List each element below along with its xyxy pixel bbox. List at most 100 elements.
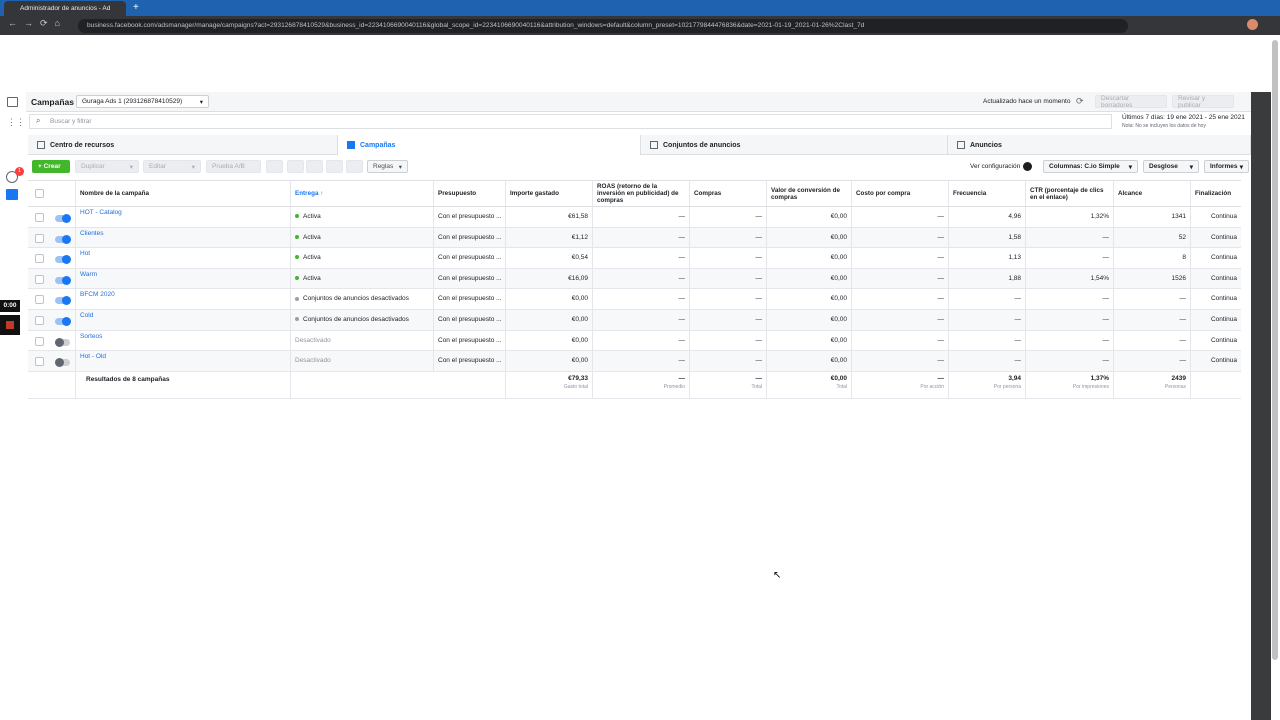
status-dot — [295, 214, 299, 219]
column-header[interactable]: Importe gastado — [505, 180, 592, 207]
icon-button[interactable] — [266, 160, 283, 173]
table-cell[interactable]: HOT - Catalog — [75, 207, 290, 228]
select-all-checkbox[interactable] — [35, 189, 44, 198]
date-range[interactable]: Últimos 7 días: 19 ene 2021 - 25 ene 202… — [1122, 114, 1245, 121]
row-checkbox[interactable] — [35, 254, 44, 264]
account-select[interactable]: Guraga Ads 1 (293126878410529) ▾ — [76, 95, 209, 108]
column-header[interactable]: Compras — [689, 180, 766, 207]
column-header[interactable]: Valor de conversión de compras — [766, 180, 851, 207]
side-panel — [1251, 92, 1271, 720]
view-settings-toggle[interactable] — [1023, 162, 1032, 171]
breakdown-button[interactable]: Desglose ▾ — [1143, 160, 1199, 173]
address-bar[interactable]: business.facebook.com/adsmanager/manage/… — [78, 19, 1128, 33]
row-checkbox[interactable] — [35, 357, 44, 367]
row-checkbox[interactable] — [35, 295, 44, 305]
table-cell: — — [592, 248, 689, 269]
tab-icon — [347, 141, 355, 149]
create-button[interactable]: + Crear — [32, 160, 70, 173]
table-cell[interactable]: BFCM 2020 — [75, 289, 290, 310]
campaign-toggle[interactable] — [55, 275, 71, 285]
table-cell: €0,00 — [766, 330, 851, 352]
publish-button[interactable]: Revisar y publicar — [1172, 95, 1234, 109]
table-cell: Con el presupuesto ... — [433, 330, 505, 352]
column-header[interactable]: Nombre de la campaña — [75, 180, 290, 207]
campaign-toggle[interactable] — [55, 296, 71, 306]
rules-button[interactable]: Reglas ▾ — [367, 160, 408, 173]
cell-text: €1,12 — [571, 233, 588, 241]
search-box[interactable]: Buscar y filtrar — [29, 114, 1112, 129]
table-cell[interactable]: Cold — [75, 310, 290, 331]
cell-text: — — [937, 233, 945, 241]
row-checkbox[interactable] — [35, 316, 44, 325]
level-tab[interactable]: Anuncios — [948, 135, 1251, 155]
cell-text: Continua — [1210, 233, 1237, 241]
level-tab[interactable]: Campañas — [338, 135, 641, 155]
level-tab[interactable]: Conjuntos de anuncios — [641, 135, 948, 155]
table-cell[interactable]: Clientes — [75, 227, 290, 249]
status-dot — [295, 234, 299, 239]
cell-text: — — [678, 254, 686, 262]
cell-text: Continua — [1210, 357, 1237, 365]
campaign-toggle[interactable] — [55, 337, 70, 347]
campaign-toggle[interactable] — [55, 255, 71, 265]
icon-button[interactable] — [326, 160, 343, 173]
refresh-button[interactable]: ⟳ — [1076, 96, 1084, 106]
total-note: Gasto total — [563, 383, 588, 390]
campaign-toggle[interactable] — [55, 234, 71, 244]
duplicate-button[interactable]: Duplicar ▾ — [75, 160, 139, 173]
table-cell: — — [851, 248, 948, 269]
column-header[interactable]: ROAS (retorno de la inversión en publici… — [592, 180, 689, 207]
reports-button[interactable]: Informes ▾ — [1204, 160, 1249, 173]
row-checkbox[interactable] — [35, 336, 44, 346]
column-header[interactable]: Alcance — [1113, 180, 1190, 207]
totals-cell[interactable]: Resultados de 8 campañas — [75, 371, 290, 399]
icon-button[interactable] — [287, 160, 304, 173]
discard-button[interactable]: Descartar borradores — [1095, 95, 1167, 109]
table-cell[interactable]: Hot — [75, 248, 290, 269]
status-dot — [295, 255, 299, 260]
table-cell: Continua — [1190, 310, 1241, 331]
total-note: Promedio — [663, 383, 685, 390]
level-tab[interactable]: Centro de recursos — [28, 135, 338, 155]
campaigns-icon[interactable] — [6, 189, 18, 200]
column-header[interactable]: Entrega ↑ — [290, 180, 433, 207]
row-checkbox[interactable] — [35, 233, 44, 243]
column-header[interactable]: CTR (porcentaje de clics en el enlace) — [1025, 180, 1113, 207]
column-header[interactable]: Costo por compra — [851, 180, 948, 207]
ab-test-button[interactable]: Prueba A/B — [206, 160, 261, 173]
cell-text: — — [678, 295, 686, 303]
profile-avatar[interactable] — [1247, 19, 1258, 30]
campaign-toggle[interactable] — [55, 358, 70, 368]
column-header[interactable]: Presupuesto — [433, 180, 505, 207]
edit-button[interactable]: Editar ▾ — [143, 160, 201, 173]
campaign-toggle[interactable] — [55, 214, 71, 223]
browser-tab[interactable]: Administrador de anuncios - Ad — [4, 1, 126, 16]
icon-button[interactable] — [346, 160, 363, 173]
tab-label: Conjuntos de anuncios — [663, 142, 741, 149]
nav-buttons[interactable]: ←→⟳⌂ — [8, 18, 67, 28]
columns-button[interactable]: Columnas: C.io Simple ▾ — [1043, 160, 1138, 173]
table-cell[interactable]: Warm — [75, 268, 290, 290]
column-header[interactable]: Frecuencia — [948, 180, 1025, 207]
row-checkbox[interactable] — [35, 274, 44, 284]
total-value: €0,00 — [830, 374, 847, 382]
table-cell: Continua — [1190, 268, 1241, 290]
table-row — [28, 310, 1241, 331]
column-header[interactable]: Finalización — [1190, 180, 1241, 207]
icon-button[interactable] — [306, 160, 323, 173]
new-tab[interactable]: + — [133, 2, 139, 13]
table-cell: — — [689, 248, 766, 269]
apps-icon[interactable]: ⋮⋮ — [7, 117, 25, 127]
notifications-icon[interactable] — [6, 171, 18, 183]
recording-stop[interactable] — [0, 315, 20, 335]
scrollbar[interactable] — [1272, 40, 1278, 660]
table-cell[interactable]: Hot - Old — [75, 351, 290, 372]
table-cell: — — [592, 207, 689, 228]
cell-text: Con el presupuesto ... — [438, 357, 502, 365]
home-icon[interactable] — [7, 97, 18, 107]
row-checkbox[interactable] — [35, 213, 44, 222]
campaign-toggle[interactable] — [55, 317, 71, 326]
cell-text: Conjuntos de anuncios desactivados — [303, 295, 409, 303]
table-cell[interactable]: Sorteos — [75, 330, 290, 352]
table-cell: — — [948, 351, 1025, 372]
